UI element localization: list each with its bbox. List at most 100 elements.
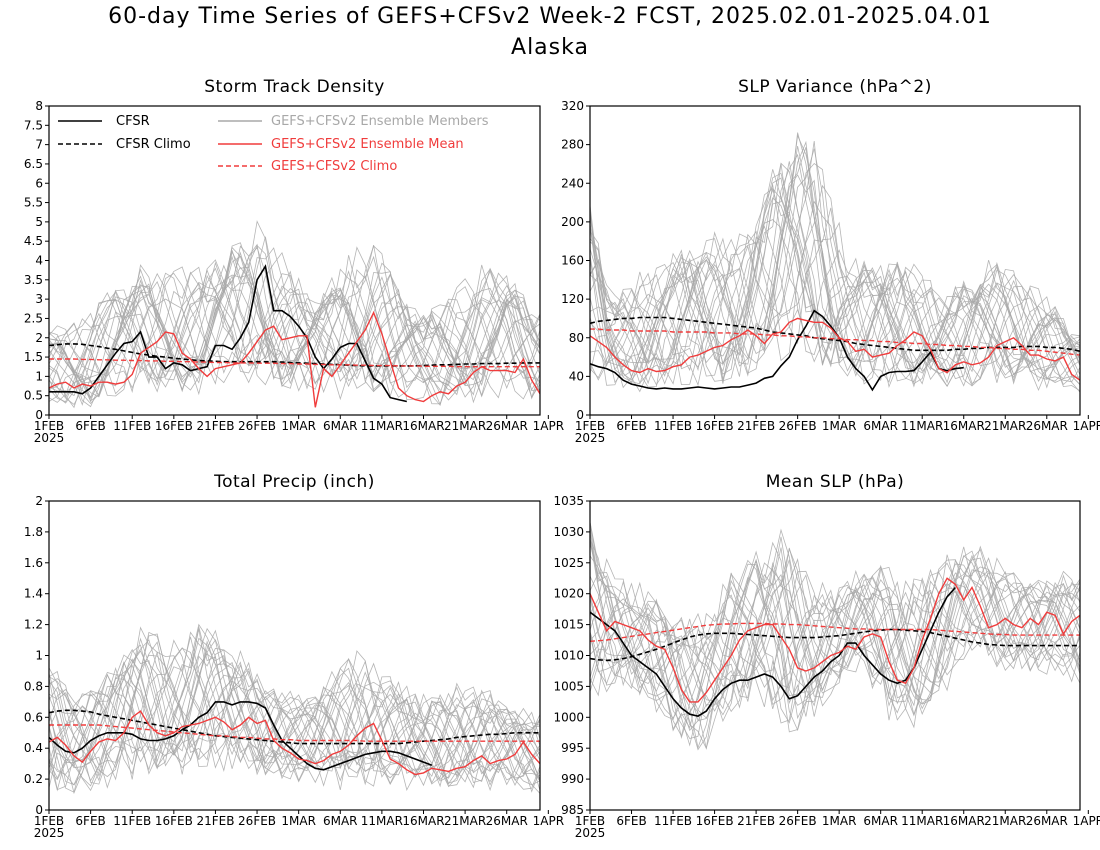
member-line — [48, 639, 541, 792]
member-line — [589, 557, 1081, 714]
x-tick-label: 16FEB — [155, 419, 193, 433]
y-tick-label: 0 — [35, 408, 43, 422]
x-tick-label: 6FEB — [75, 814, 105, 828]
member-line — [48, 281, 541, 406]
member-line — [48, 251, 541, 404]
climo-line — [49, 358, 540, 368]
legend-label: GEFS+CFSv2 Ensemble Mean — [271, 137, 464, 152]
member-line — [48, 629, 541, 790]
x-tick-label: 1MAR — [822, 814, 857, 828]
cfsr-climo-line — [48, 343, 540, 367]
x-tick-label: 21FEB — [196, 814, 234, 828]
y-tick-label: 0.8 — [24, 679, 43, 693]
x-tick-label: 1FEB — [34, 814, 64, 828]
y-tick-label: 2 — [35, 331, 43, 345]
y-tick-label: 6.5 — [24, 157, 43, 171]
y-tick-label: 8 — [35, 99, 43, 113]
member-line — [48, 627, 541, 794]
y-tick-label: 1.5 — [24, 350, 43, 364]
panel-title: Storm Track Density — [204, 77, 385, 97]
member-line — [48, 636, 541, 787]
x-year-label: 2025 — [575, 826, 606, 840]
panel-title: Total Precip (inch) — [213, 472, 375, 492]
x-tick-label: 11FEB — [654, 419, 692, 433]
member-line — [589, 140, 1081, 387]
climo-line — [49, 724, 540, 742]
plot-frame — [48, 500, 541, 811]
y-tick-label: 0.6 — [24, 710, 43, 724]
cfsr-line — [589, 586, 956, 717]
x-tick-label: 6FEB — [616, 814, 646, 828]
x-tick-label: 26MAR — [1026, 419, 1068, 433]
member-line — [48, 245, 541, 400]
y-tick-label: 5.5 — [24, 196, 43, 210]
legend-label: GEFS+CFSv2 Climo — [271, 159, 397, 174]
y-tick-label: 80 — [569, 331, 584, 345]
member-line — [48, 259, 541, 405]
member-line — [48, 631, 541, 792]
cfsr-line — [49, 264, 407, 403]
x-tick-label: 21MAR — [984, 814, 1026, 828]
y-tick-label: 3 — [35, 292, 43, 306]
y-tick-label: 0 — [35, 803, 43, 817]
x-tick-label: 6MAR — [323, 814, 358, 828]
ensemble-mean-line — [48, 310, 541, 408]
cfsr-line — [589, 309, 964, 392]
member-line — [48, 246, 541, 398]
y-tick-label: 7 — [35, 138, 43, 152]
x-tick-label: 6FEB — [616, 419, 646, 433]
x-tick-label: 6MAR — [863, 814, 898, 828]
y-tick-label: 1000 — [553, 710, 584, 724]
y-tick-label: 1010 — [553, 649, 584, 663]
member-line — [589, 162, 1081, 393]
x-tick-label: 11FEB — [654, 814, 692, 828]
member-line — [589, 559, 1081, 750]
y-tick-label: 120 — [561, 292, 584, 306]
cfsr-climo-line — [589, 316, 1081, 353]
legend-label: CFSR — [116, 114, 150, 129]
member-line — [48, 271, 541, 405]
climo-line — [590, 328, 1081, 356]
y-tick-label: 0.2 — [24, 772, 43, 786]
x-tick-label: 1APR — [1073, 814, 1100, 828]
x-tick-label: 16MAR — [402, 814, 444, 828]
member-line — [48, 243, 541, 398]
page-subtitle: Alaska — [511, 35, 589, 60]
x-tick-label: 1MAR — [281, 814, 316, 828]
ensemble-members — [589, 521, 1081, 751]
x-tick-label: 21MAR — [984, 419, 1026, 433]
member-line — [48, 644, 541, 774]
y-tick-label: 320 — [561, 99, 584, 113]
x-tick-label: 11MAR — [901, 814, 943, 828]
x-tick-label: 21MAR — [444, 814, 486, 828]
member-line — [48, 245, 541, 401]
x-tick-label: 21FEB — [196, 419, 234, 433]
member-line — [589, 568, 1081, 739]
x-tick-label: 1FEB — [34, 419, 64, 433]
member-line — [589, 554, 1081, 721]
ensemble-members — [48, 220, 541, 409]
page-title: 60-day Time Series of GEFS+CFSv2 Week-2 … — [108, 4, 992, 29]
y-tick-label: 2 — [35, 494, 43, 508]
member-line — [589, 169, 1081, 385]
y-tick-label: 0.5 — [24, 389, 43, 403]
member-line — [48, 623, 541, 793]
legend-label: GEFS+CFSv2 Ensemble Members — [271, 114, 489, 129]
member-line — [589, 557, 1081, 737]
x-tick-label: 26MAR — [486, 419, 528, 433]
y-tick-label: 2.5 — [24, 311, 43, 325]
x-tick-label: 26MAR — [486, 814, 528, 828]
cfsr-line — [48, 701, 433, 771]
y-tick-label: 1 — [35, 649, 43, 663]
x-year-label: 2025 — [34, 826, 65, 840]
y-tick-label: 1020 — [553, 587, 584, 601]
climo-line — [589, 622, 1080, 642]
y-tick-label: 3.5 — [24, 273, 43, 287]
y-tick-label: 160 — [561, 254, 584, 268]
member-line — [589, 547, 1081, 702]
member-line — [48, 639, 541, 785]
y-tick-label: 995 — [561, 741, 584, 755]
member-line — [48, 236, 541, 393]
member-line — [48, 640, 541, 788]
